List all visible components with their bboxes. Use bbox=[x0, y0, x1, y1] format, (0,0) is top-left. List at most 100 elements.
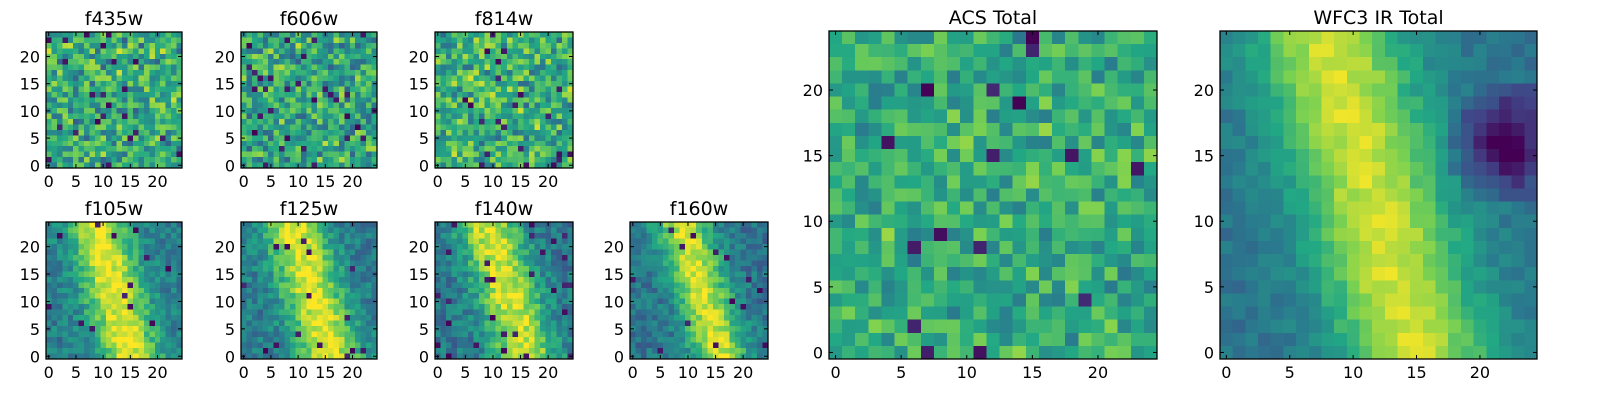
heatmap-cell bbox=[360, 86, 367, 93]
heatmap-cell bbox=[122, 80, 128, 87]
heatmap-cell bbox=[89, 348, 96, 354]
heatmap-cell bbox=[528, 113, 535, 120]
heatmap-cell bbox=[366, 108, 372, 114]
heatmap-cell bbox=[646, 353, 653, 360]
heatmap-cell bbox=[262, 298, 269, 305]
heatmap-cell bbox=[451, 348, 458, 354]
heatmap-cell bbox=[468, 119, 475, 125]
heatmap-cell bbox=[94, 271, 101, 278]
heatmap-cell bbox=[160, 265, 167, 272]
heatmap-cell bbox=[176, 222, 183, 228]
heatmap-cell bbox=[690, 342, 697, 349]
heatmap-cell bbox=[105, 353, 112, 360]
heatmap-cell bbox=[94, 254, 101, 261]
heatmap-cell bbox=[685, 304, 692, 311]
heatmap-cell bbox=[143, 108, 150, 114]
heatmap-cell bbox=[685, 320, 692, 327]
heatmap-cell bbox=[745, 331, 752, 338]
heatmap-cell bbox=[176, 304, 183, 311]
heatmap-cell bbox=[523, 48, 530, 55]
heatmap-cell bbox=[338, 37, 345, 44]
heatmap-cell bbox=[328, 64, 334, 71]
heatmap-cell bbox=[366, 243, 372, 250]
heatmap-cell bbox=[440, 276, 447, 283]
heatmap-cell bbox=[273, 298, 280, 305]
heatmap-cell bbox=[338, 348, 345, 354]
heatmap-cell bbox=[523, 80, 530, 87]
heatmap-cell bbox=[328, 265, 334, 272]
heatmap-cell bbox=[122, 91, 128, 98]
heatmap-cell bbox=[279, 260, 285, 267]
heatmap-cell bbox=[111, 282, 118, 289]
heatmap-cell bbox=[745, 254, 752, 261]
heatmap-cell bbox=[751, 293, 758, 300]
heatmap-cell bbox=[311, 119, 318, 125]
heatmap-cell bbox=[690, 287, 697, 294]
heatmap-cell bbox=[133, 282, 139, 289]
heatmap-cell bbox=[440, 238, 447, 245]
heatmap-cell bbox=[94, 348, 101, 354]
heatmap-cell bbox=[973, 83, 987, 97]
heatmap-cell bbox=[652, 304, 658, 311]
heatmap-cell bbox=[723, 238, 730, 245]
heatmap-cell bbox=[1065, 188, 1079, 202]
heatmap-cell bbox=[311, 113, 318, 120]
heatmap-cell bbox=[322, 342, 329, 349]
heatmap-cell bbox=[457, 309, 463, 316]
heatmap-cell bbox=[674, 315, 681, 322]
heatmap-cell bbox=[300, 342, 307, 349]
heatmap-cell bbox=[251, 91, 258, 98]
heatmap-cell bbox=[46, 304, 52, 311]
heatmap-cell bbox=[328, 157, 334, 163]
heatmap-cell bbox=[143, 260, 150, 267]
heatmap-cell bbox=[718, 254, 725, 261]
heatmap-cell bbox=[534, 113, 541, 120]
heatmap-cell bbox=[501, 162, 508, 169]
heatmap-cell bbox=[78, 348, 85, 354]
heatmap-cell bbox=[490, 309, 497, 316]
heatmap-cell bbox=[355, 146, 362, 153]
heatmap-cell bbox=[73, 37, 80, 44]
heatmap-cell bbox=[67, 157, 74, 163]
heatmap-cell bbox=[262, 326, 269, 332]
heatmap-cell bbox=[462, 135, 469, 142]
heatmap-cell bbox=[567, 102, 574, 109]
heatmap-cell bbox=[241, 151, 247, 158]
heatmap-cell bbox=[528, 108, 535, 114]
heatmap-cell bbox=[556, 135, 563, 142]
heatmap-cell bbox=[241, 265, 247, 272]
heatmap-cell bbox=[1143, 96, 1158, 111]
heatmap-cell bbox=[751, 348, 758, 354]
heatmap-cell bbox=[646, 232, 653, 239]
heatmap-cell bbox=[960, 44, 974, 58]
heatmap-cell bbox=[62, 157, 69, 163]
heatmap-cell bbox=[268, 42, 275, 49]
heatmap-cell bbox=[133, 320, 139, 327]
heatmap-cell bbox=[133, 304, 139, 311]
heatmap-cell bbox=[300, 135, 307, 142]
heatmap-cell bbox=[67, 108, 74, 114]
heatmap-cell bbox=[707, 348, 714, 354]
heatmap-cell bbox=[154, 315, 161, 322]
heatmap-cell bbox=[105, 162, 112, 169]
heatmap-cell bbox=[317, 102, 323, 109]
heatmap-cell bbox=[165, 232, 172, 239]
heatmap-cell bbox=[355, 151, 362, 158]
heatmap-cell bbox=[133, 59, 139, 66]
heatmap-cell bbox=[246, 140, 253, 147]
heatmap-cell bbox=[545, 293, 552, 300]
heatmap-cell bbox=[479, 309, 486, 316]
heatmap-cell bbox=[556, 309, 563, 316]
heatmap-cell bbox=[344, 249, 351, 256]
heatmap-cell bbox=[355, 238, 362, 245]
heatmap-cell bbox=[674, 353, 681, 360]
heatmap-cell bbox=[907, 96, 922, 111]
heatmap-cell bbox=[539, 70, 546, 76]
heatmap-cell bbox=[517, 108, 524, 114]
heatmap-cell bbox=[495, 309, 502, 316]
heatmap-cell bbox=[116, 293, 123, 300]
heatmap-cell bbox=[349, 315, 356, 322]
heatmap-cell bbox=[1091, 57, 1105, 71]
heatmap-cell bbox=[468, 70, 475, 76]
